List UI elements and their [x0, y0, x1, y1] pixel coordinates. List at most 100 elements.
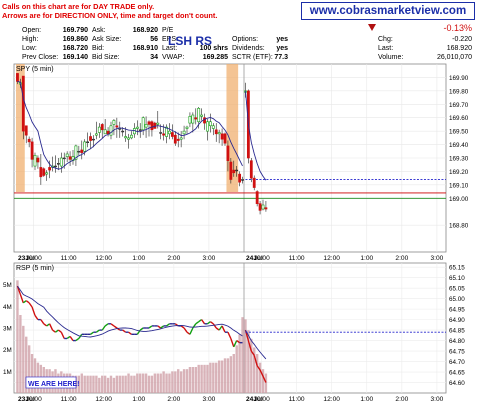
- callout-text: WE ARE HERE!: [28, 381, 79, 388]
- rsp-price-segment: [40, 319, 45, 325]
- volume-bar: [124, 375, 127, 393]
- low-value: 168.720: [63, 45, 88, 52]
- candle-body: [162, 133, 166, 136]
- volume-bar: [250, 338, 253, 393]
- candle-body: [94, 133, 98, 136]
- rsp-price-segment: [160, 325, 165, 329]
- candle-body: [173, 134, 177, 144]
- site-url-link[interactable]: www.cobrasmarketview.com: [301, 2, 475, 20]
- candle-body: [200, 114, 204, 117]
- rsp-price-segment: [250, 350, 255, 356]
- candle-body: [130, 134, 133, 139]
- rsp-price-segment: [43, 323, 48, 327]
- candle-body: [191, 114, 195, 124]
- rsp-tick-label: 64.70: [449, 359, 465, 366]
- rsp-price-segment: [31, 306, 36, 316]
- candle-body: [45, 172, 49, 175]
- volume-bar: [103, 375, 107, 393]
- price-panel: 168.80 169.00 169.10 169.20 169.30 169.40 169.…: [14, 64, 469, 252]
- volume-bar: [30, 354, 34, 393]
- price-tick-label: 169.00: [449, 196, 469, 203]
- candle-body: [255, 191, 259, 204]
- ask-size-label: Ask Size:: [92, 36, 121, 43]
- bid-size-value: 34: [150, 54, 158, 61]
- volume-bar: [209, 362, 212, 393]
- volume-bar: [226, 358, 230, 393]
- rsp-price-segment: [34, 315, 39, 321]
- rsp-price-segment: [221, 325, 226, 333]
- last2-value: 168.920: [447, 45, 472, 52]
- candle-body: [103, 129, 107, 135]
- volume-bar: [197, 364, 200, 393]
- volume-tick-label: 4M: [3, 304, 12, 311]
- candle-body: [194, 117, 198, 120]
- rsp-time-tick-label: 3:00: [431, 396, 444, 403]
- eps-label: EPS:: [162, 36, 178, 43]
- open-label: Open:: [22, 27, 41, 34]
- candle-body: [118, 128, 122, 130]
- rsp-time-tick-label: 11:00: [61, 396, 77, 403]
- close-highlight-band: [226, 64, 239, 192]
- candle-body: [121, 130, 125, 133]
- volume-bar: [253, 347, 256, 393]
- volume-bar: [194, 367, 197, 393]
- price-tick-label: 169.90: [449, 75, 469, 82]
- rsp-price-segment: [218, 325, 223, 331]
- candle-body: [179, 137, 183, 140]
- volume-bar: [133, 375, 136, 393]
- moving-average-line: [17, 81, 243, 170]
- volume-bar: [136, 373, 139, 393]
- candle-body: [229, 161, 233, 180]
- price-time-tick-label: 2:00: [395, 255, 408, 262]
- candle-body: [68, 156, 72, 160]
- rsp-price-segment: [227, 331, 232, 339]
- volume-tick-label: 1M: [3, 369, 12, 376]
- candle-body: [109, 125, 113, 136]
- rsp-price-segment: [195, 321, 200, 325]
- price-time-tick-label: 10:00: [253, 255, 270, 262]
- rsp-time-tick-label: 10:00: [25, 396, 42, 403]
- rsp-tick-label: 64.80: [449, 338, 465, 345]
- candle-body: [100, 124, 104, 131]
- volume-bar: [264, 373, 268, 393]
- candle-body: [264, 207, 268, 210]
- last2-label: Last:: [378, 45, 393, 52]
- rsp-tick-label: 65.00: [449, 296, 465, 303]
- candle-body: [92, 138, 95, 141]
- rsp-time-tick-label: 2:00: [395, 396, 408, 403]
- rsp-time-tick-label: 12:00: [323, 396, 340, 403]
- rsp-price-segment: [25, 300, 30, 304]
- candle-body: [235, 169, 239, 172]
- rsp-panel: 64.60 64.65 64.70 64.75 64.80 64.85 64.90 64.95…: [3, 263, 465, 393]
- rsp-time-tick-label: 11:00: [289, 396, 305, 403]
- candle-body: [220, 133, 224, 140]
- rsp-moving-average-line: [17, 285, 243, 338]
- dividends-label: Dividends:: [232, 45, 265, 52]
- candle-body: [185, 126, 189, 129]
- candle-body: [241, 179, 244, 181]
- rsp-price-segment: [19, 294, 24, 304]
- rsp-price-segment: [262, 375, 267, 383]
- quote-table: Open: 169.790 High: 169.860 Low: 168.720…: [22, 23, 472, 61]
- candle-body: [197, 108, 201, 123]
- candle-body: [176, 138, 180, 141]
- volume-bar: [150, 375, 154, 393]
- volume-bar: [153, 373, 157, 393]
- candle-body: [112, 120, 116, 125]
- volume-bar: [25, 336, 28, 393]
- disclaimer-line-2: Arrows are for DIRECTION ONLY, time and …: [2, 11, 218, 20]
- volume-bar: [255, 354, 259, 393]
- volume-bar: [165, 373, 168, 393]
- rsp-price-segment: [157, 325, 162, 329]
- candle-body: [138, 129, 142, 131]
- time-axis: 23Jul23Jul10:0010:0011:0011:0012:0012:00…: [18, 255, 444, 403]
- ask-value: 168.920: [133, 27, 158, 34]
- rsp-price-segment: [113, 325, 118, 329]
- rsp-time-tick-label: 24Jul: [246, 396, 263, 403]
- vwap-value: 169.285: [203, 54, 228, 61]
- candle-body: [33, 155, 37, 167]
- candle-body: [168, 130, 171, 135]
- high-value: 169.860: [63, 36, 88, 43]
- volume-bar: [203, 364, 206, 393]
- rsp-tick-label: 64.60: [449, 380, 465, 387]
